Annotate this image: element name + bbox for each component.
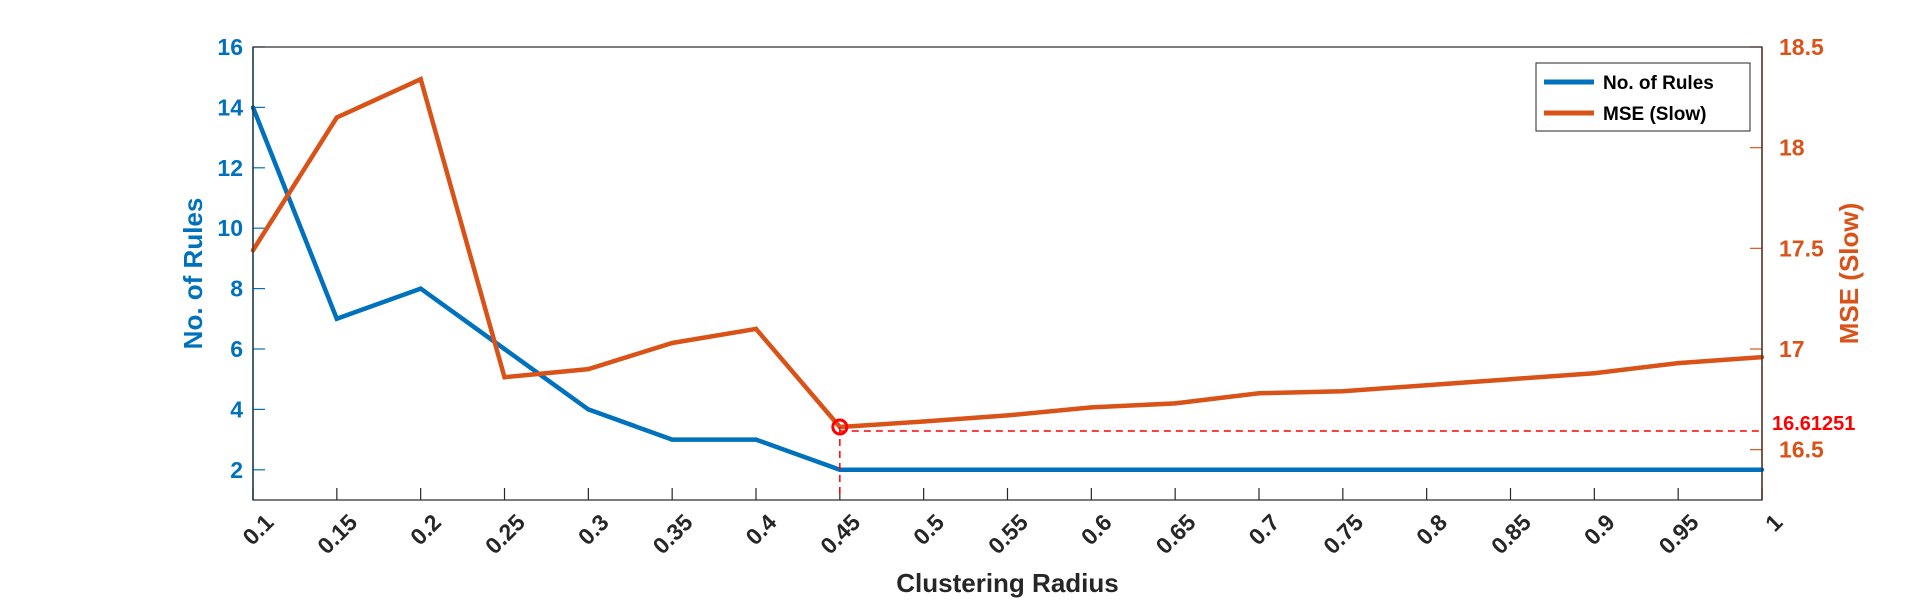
data-point-mse	[586, 366, 591, 372]
right-tick-label: 18	[1779, 135, 1805, 161]
plot-area-frame	[252, 46, 1763, 501]
right-y-axis-title: MSE (Slow)	[1834, 203, 1864, 345]
data-point-rules	[753, 437, 759, 442]
left-axis-ticks: 2 4 6 8 10 12 14 16	[217, 34, 265, 500]
data-point-rules	[1005, 467, 1010, 472]
left-tick-label: 14	[217, 94, 243, 120]
annotation-label: 16.61251	[1772, 413, 1855, 435]
left-tick-label: 8	[230, 276, 243, 302]
data-point-mse	[1340, 389, 1346, 394]
data-point-mse	[1256, 391, 1262, 396]
right-tick-label: 16.5	[1779, 437, 1824, 463]
data-point-mse	[1005, 413, 1010, 418]
data-point-rules	[418, 286, 423, 291]
legend: No. of Rules MSE (Slow)	[1535, 62, 1751, 132]
x-tick-label: 0.85	[1486, 509, 1536, 559]
data-point-rules	[921, 467, 926, 472]
data-point-rules	[1592, 467, 1597, 472]
x-tick-label: 0.5	[908, 509, 949, 550]
x-tick-label: 0.8	[1411, 509, 1452, 550]
series-layer	[250, 76, 1765, 473]
data-point-rules	[1172, 467, 1178, 472]
data-point-mse	[418, 77, 423, 82]
legend-box	[1535, 62, 1751, 132]
data-point-mse	[1675, 360, 1681, 366]
right-tick-label: 18.5	[1779, 34, 1824, 60]
data-point-mse	[753, 326, 759, 332]
x-tick-label: 0.55	[983, 509, 1033, 559]
left-y-axis-title: No. of Rules	[178, 198, 208, 350]
data-point-mse	[334, 115, 340, 120]
data-point-mse	[1172, 401, 1178, 406]
annotation-layer: 16.61251	[831, 413, 1855, 500]
x-tick-label: 0.45	[815, 509, 865, 559]
right-axis-ticks: 16.5 17 17.5 18 18.5	[1750, 34, 1824, 500]
x-tick-label: 0.9	[1579, 509, 1620, 550]
left-tick-label: 6	[230, 336, 243, 362]
left-tick-label: 4	[230, 396, 243, 422]
x-tick-label: 0.15	[312, 509, 362, 559]
data-point-mse	[921, 419, 926, 424]
data-point-rules	[1340, 467, 1346, 472]
x-axis-ticks: 0.1 0.15 0.2 0.25 0.3 0.35 0.4 0.45 0.5 0.55 0.6 0.…	[237, 488, 1788, 559]
data-point-rules	[334, 316, 340, 321]
left-tick-label: 16	[217, 34, 243, 60]
data-point-rules	[1508, 467, 1513, 472]
data-point-rules	[1675, 467, 1681, 472]
x-tick-label: 0.35	[648, 509, 698, 559]
left-tick-label: 10	[217, 215, 243, 241]
legend-label-rules: No. of Rules	[1603, 73, 1714, 94]
x-tick-label: 0.65	[1151, 509, 1201, 559]
x-tick-label: 0.25	[480, 509, 530, 559]
data-point-rules	[1256, 467, 1262, 472]
data-point-rules	[1089, 467, 1094, 472]
data-point-mse	[669, 340, 675, 346]
x-tick-label: 1	[1760, 509, 1788, 537]
x-tick-label: 0.95	[1654, 509, 1704, 559]
data-point-mse	[502, 374, 507, 380]
x-tick-label: 0.7	[1243, 509, 1284, 550]
legend-label-mse: MSE (Slow)	[1603, 104, 1706, 125]
data-point-rules	[586, 407, 591, 412]
data-point-rules	[502, 346, 507, 352]
x-tick-label: 0.2	[405, 509, 446, 550]
x-tick-label: 0.75	[1318, 509, 1368, 559]
data-point-mse	[1592, 370, 1597, 376]
x-tick-label: 0.1	[237, 509, 278, 550]
x-axis-title: Clustering Radius	[896, 568, 1118, 598]
annotation-marker	[831, 418, 849, 436]
data-point-mse	[1508, 377, 1513, 382]
right-tick-label: 17.5	[1779, 235, 1824, 261]
x-tick-label: 0.6	[1076, 509, 1117, 550]
left-tick-label: 12	[217, 155, 243, 181]
data-point-rules	[1424, 467, 1429, 472]
data-point-mse	[1089, 405, 1094, 410]
x-tick-label: 0.3	[573, 509, 614, 550]
right-tick-label: 17	[1779, 336, 1805, 362]
x-tick-label: 0.4	[740, 509, 781, 550]
left-tick-label: 2	[230, 457, 243, 483]
data-point-mse	[1424, 383, 1429, 388]
data-point-rules	[669, 437, 675, 442]
